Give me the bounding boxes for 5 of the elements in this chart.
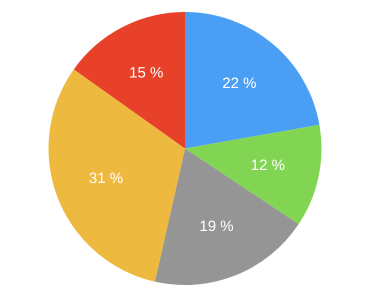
data-label: 19 % xyxy=(199,218,234,236)
data-label: 22 % xyxy=(222,74,256,92)
data-label: 31 % xyxy=(88,170,124,187)
data-label: 15 % xyxy=(129,64,164,82)
data-label: 12 % xyxy=(250,156,285,174)
